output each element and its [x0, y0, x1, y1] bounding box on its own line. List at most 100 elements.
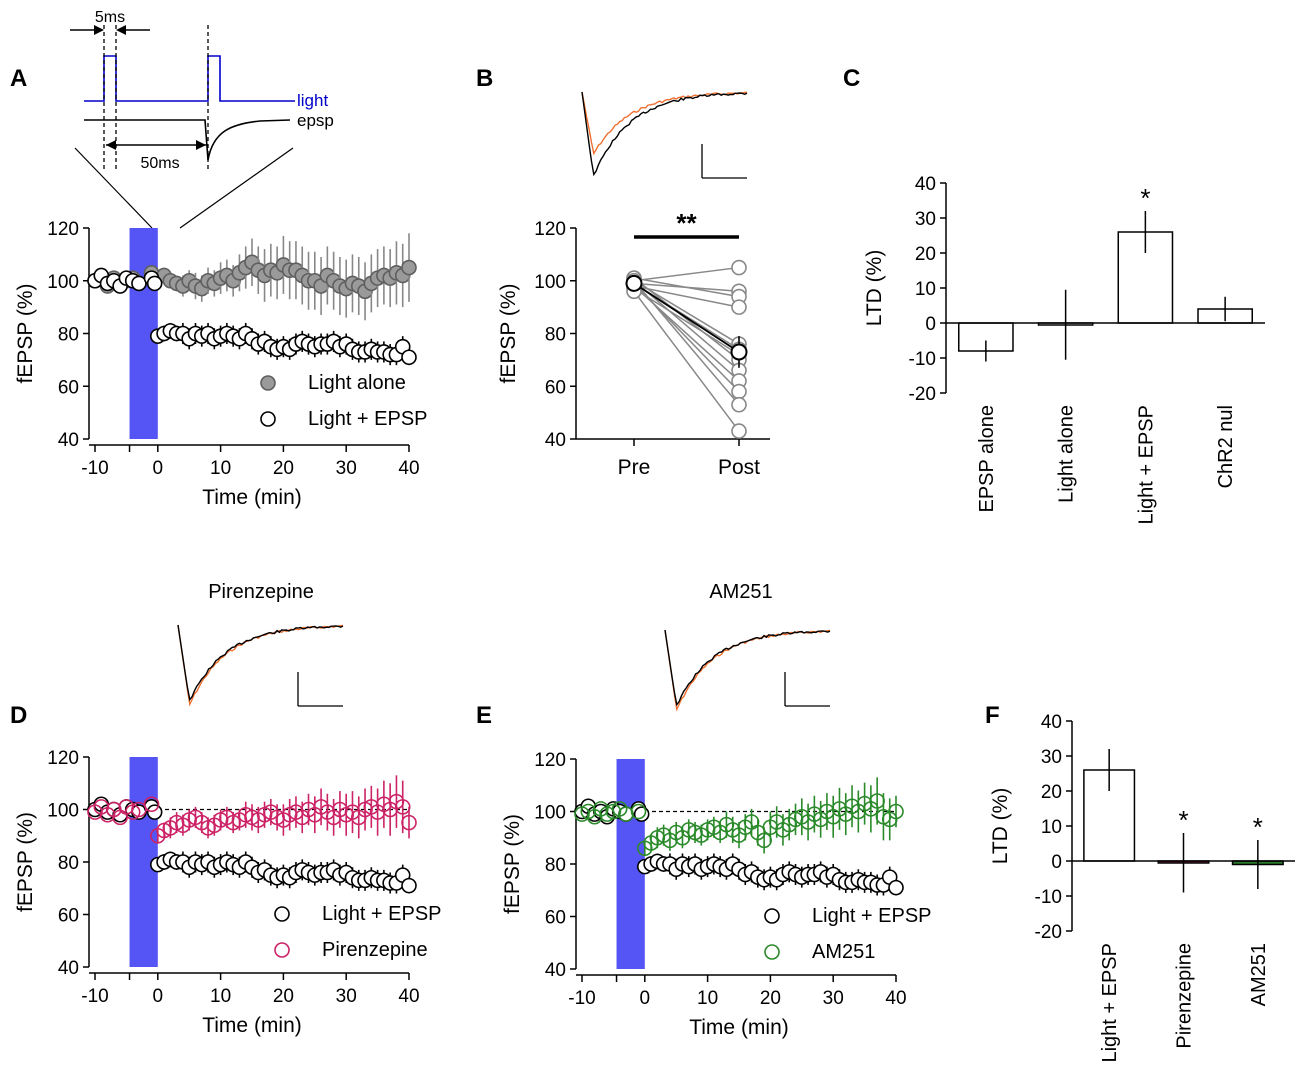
x-tick-label: ChR2 nul [1215, 405, 1237, 488]
data-point [401, 349, 417, 366]
data-point [146, 275, 163, 292]
data-point [401, 814, 417, 831]
light-pulse-trace [84, 55, 295, 102]
x-tick-label: 10 [210, 986, 231, 1007]
y-tick-label: 60 [58, 377, 79, 398]
x-tick-label: -10 [81, 458, 108, 479]
data-point [618, 806, 634, 822]
legend-label: Light + EPSP [322, 903, 442, 925]
x-tick-label: 20 [273, 986, 294, 1007]
panel-c: C -20 -10 0 10 20 30 40 LTD (%) EPSP alone Light a… [843, 65, 1265, 525]
y-tick-label: 120 [47, 219, 79, 240]
legend-marker [274, 942, 290, 958]
y-tick-label: 80 [545, 855, 566, 876]
y-tick-label: 120 [534, 750, 566, 771]
y-tick-label: 20 [1041, 782, 1062, 803]
data-point [401, 259, 417, 276]
pulse-arrow-right-head [116, 25, 126, 35]
data-point [888, 879, 904, 896]
interval-arrow-right-head [196, 140, 206, 150]
epsp-trace [84, 119, 291, 161]
panel-label: F [985, 702, 1000, 729]
y-tick-label: -20 [909, 384, 936, 405]
x-tick-label: -10 [568, 988, 595, 1009]
significance-marker: * [1178, 805, 1188, 835]
y-tick-label: 40 [58, 430, 79, 451]
y-tick-label: 80 [545, 325, 566, 346]
post-point [731, 299, 747, 315]
y-tick-label: 40 [545, 960, 566, 981]
series-open_pink [87, 775, 417, 844]
pulse-arrow-left-head [94, 25, 104, 35]
zoom-line-right [179, 147, 294, 229]
trace-pre [581, 91, 748, 177]
x-tick-label: 10 [210, 458, 231, 479]
data-point [630, 803, 647, 820]
significance-marker: ** [676, 208, 697, 238]
mean-post-point [730, 343, 748, 361]
trace-post [581, 91, 748, 156]
x-tick-label: -10 [81, 986, 108, 1007]
x-tick-label: 10 [697, 988, 718, 1009]
pair-line [633, 288, 740, 356]
x-tick-label: Light alone [1056, 405, 1078, 503]
y-tick-label: 40 [58, 958, 79, 979]
x-tick-label: 20 [273, 458, 294, 479]
mean-line [633, 282, 740, 353]
legend-label: Pirenzepine [322, 939, 428, 961]
y-tick-label: 20 [915, 244, 936, 265]
y-tick-label: 80 [58, 325, 79, 346]
data-point [143, 796, 160, 813]
x-tick-label: 30 [823, 988, 844, 1009]
x-tick-label: 40 [885, 988, 906, 1009]
y-tick-label: 100 [534, 272, 566, 293]
y-tick-label: 100 [47, 801, 79, 822]
series-gray [87, 233, 417, 321]
y-tick-label: 30 [915, 209, 936, 230]
x-tick-label: AM251 [1248, 943, 1270, 1006]
pair-line [633, 277, 740, 361]
post-point [731, 383, 747, 400]
y-tick-label: -10 [1035, 887, 1062, 908]
trace-post [177, 624, 344, 707]
x-tick-label: 30 [336, 458, 357, 479]
data-point [401, 877, 417, 894]
chart-title: AM251 [709, 581, 772, 603]
x-tick-label: Pirenzepine [1174, 943, 1196, 1049]
x-tick-label: 30 [336, 986, 357, 1007]
x-tick-label: Pre [618, 456, 651, 479]
y-tick-label: 60 [58, 906, 79, 927]
pair-line [633, 277, 740, 298]
x-tick-label: Light + EPSP [1135, 405, 1157, 525]
y-tick-label: 40 [545, 430, 566, 451]
x-axis-label: Time (min) [202, 486, 302, 509]
pair-line [633, 290, 740, 432]
y-tick-label: -20 [1035, 922, 1062, 943]
y-tick-label: 60 [545, 908, 566, 929]
trace-pre [177, 624, 344, 702]
zoom-line-left [74, 147, 153, 229]
y-axis-label: fEPSP (%) [14, 284, 37, 384]
panel-label: A [10, 65, 27, 92]
y-tick-label: 60 [545, 377, 566, 398]
significance-marker: * [1140, 183, 1150, 213]
chart-title: Pirenzepine [208, 581, 314, 603]
y-tick-label: 0 [925, 314, 936, 335]
y-tick-label: 100 [534, 803, 566, 824]
y-tick-label: 100 [47, 272, 79, 293]
x-tick-label: 0 [153, 986, 164, 1007]
y-tick-label: 10 [1041, 817, 1062, 838]
post-point [731, 396, 747, 413]
series-open_black [87, 267, 417, 366]
x-tick-label: 0 [153, 458, 164, 479]
interval-arrow-left-head [106, 140, 116, 150]
trace-post [664, 629, 831, 712]
legend-label: Light alone [308, 372, 406, 394]
interval-label: 50ms [140, 155, 179, 172]
x-tick-label: 40 [398, 986, 419, 1007]
mean-pre-point [625, 274, 643, 292]
y-tick-label: 40 [1041, 712, 1062, 733]
legend-marker [260, 411, 276, 427]
